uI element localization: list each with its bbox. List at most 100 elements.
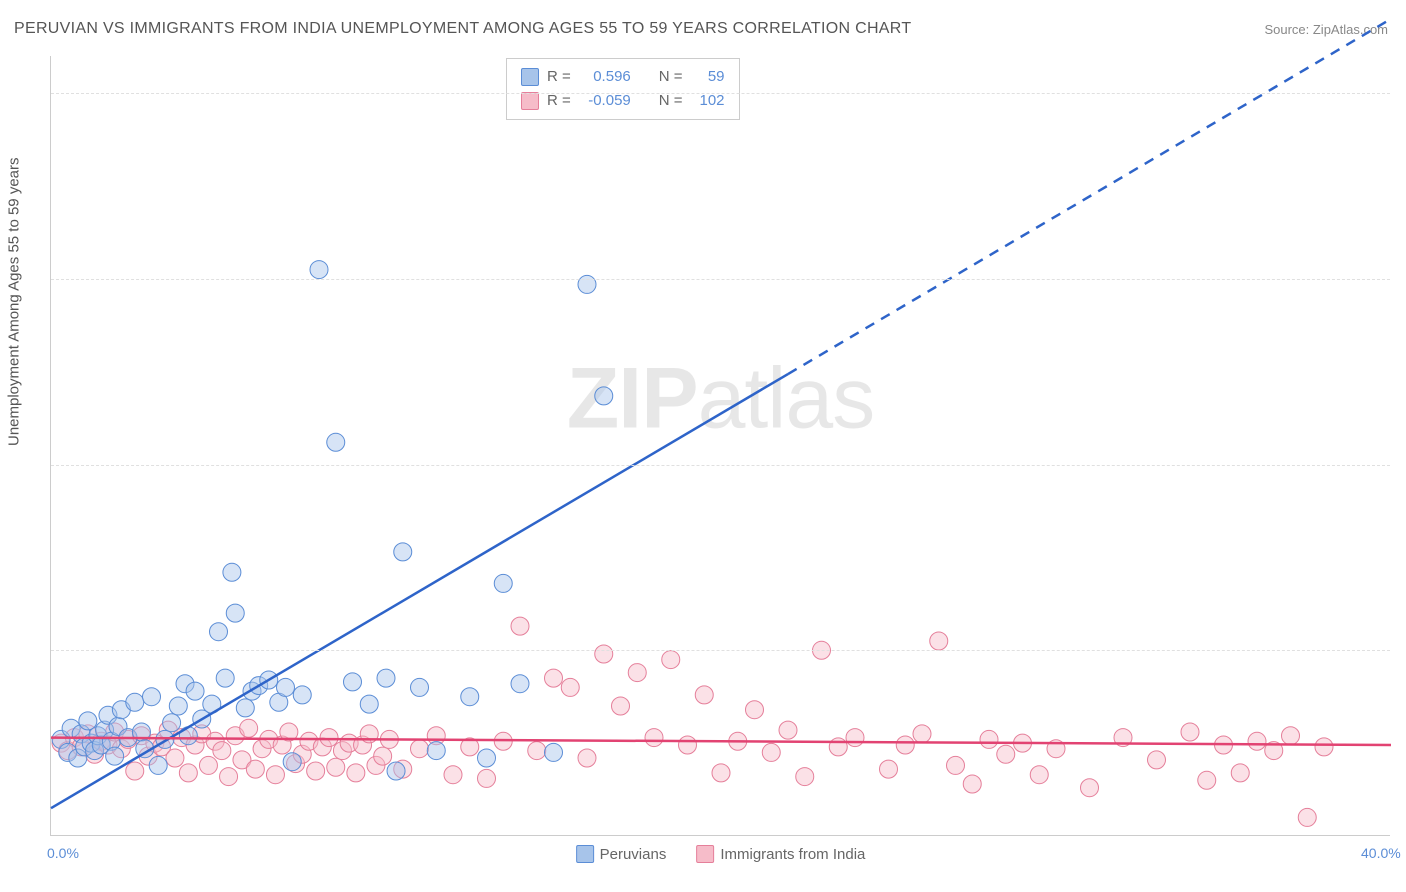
data-point [628,664,646,682]
data-point [374,747,392,765]
legend-r-label: R = [547,65,571,89]
data-point [829,738,847,756]
data-point [511,675,529,693]
chart-title: PERUVIAN VS IMMIGRANTS FROM INDIA UNEMPL… [14,20,911,38]
stats-legend-box: R =0.596N =59R =-0.059N =102 [506,58,740,120]
data-point [246,760,264,778]
data-point [997,745,1015,763]
legend-stats-row: R = 0.596 N = 59 [521,65,725,89]
data-point [327,433,345,451]
data-point [528,742,546,760]
data-point [1148,751,1166,769]
series-legend: Peruvians Immigrants from India [576,845,866,863]
plot-area: ZIPatlas R =0.596N =59R =-0.059N =102 Pe… [50,56,1390,836]
legend-series-name: Peruvians [600,846,667,863]
data-point [411,678,429,696]
data-point [394,543,412,561]
legend-n-label: N = [659,65,683,89]
data-point [1248,732,1266,750]
data-point [846,729,864,747]
data-point [199,756,217,774]
data-point [779,721,797,739]
data-point [461,688,479,706]
data-point [411,740,429,758]
data-point [1315,738,1333,756]
data-point [310,261,328,279]
data-point [578,749,596,767]
data-point [427,742,445,760]
data-point [344,673,362,691]
data-point [293,686,311,704]
data-point [612,697,630,715]
data-point [746,701,764,719]
data-point [595,387,613,405]
data-point [166,749,184,767]
data-point [1231,764,1249,782]
data-point [320,729,338,747]
legend-item: Peruvians [576,845,667,863]
y-axis-title: Unemployment Among Ages 55 to 59 years [6,157,23,446]
data-point [494,574,512,592]
data-point [126,762,144,780]
data-point [561,678,579,696]
data-point [896,736,914,754]
data-point [1282,727,1300,745]
data-point [1030,766,1048,784]
data-point [1198,771,1216,789]
legend-n-value: 59 [691,65,725,89]
data-point [163,714,181,732]
data-point [179,764,197,782]
data-point [387,762,405,780]
data-point [266,766,284,784]
legend-swatch [521,92,539,110]
data-point [149,756,167,774]
data-point [210,623,228,641]
data-point [347,764,365,782]
legend-item: Immigrants from India [696,845,865,863]
x-tick-label: 40.0% [1361,845,1401,861]
data-point [930,632,948,650]
data-point [478,749,496,767]
gridline [51,465,1390,466]
data-point [595,645,613,663]
data-point [511,617,529,635]
data-point [645,729,663,747]
gridline [51,279,1390,280]
data-point [236,699,254,717]
scatter-plot-svg [51,56,1390,835]
data-point [220,768,238,786]
legend-swatch [696,845,714,863]
data-point [143,688,161,706]
legend-r-value: 0.596 [579,65,631,89]
source-label: Source: ZipAtlas.com [1264,22,1388,37]
data-point [327,758,345,776]
data-point [662,651,680,669]
data-point [226,604,244,622]
y-tick-label: 30.0% [1395,271,1406,287]
legend-swatch [576,845,594,863]
data-point [307,762,325,780]
data-point [947,756,965,774]
data-point [213,742,231,760]
y-tick-label: 10.0% [1395,642,1406,658]
data-point [444,766,462,784]
data-point [712,764,730,782]
data-point [186,682,204,700]
regression-line-dashed [788,19,1391,374]
data-point [913,725,931,743]
data-point [695,686,713,704]
data-point [963,775,981,793]
gridline [51,650,1390,651]
gridline [51,93,1390,94]
data-point [545,669,563,687]
data-point [478,769,496,787]
data-point [545,743,563,761]
data-point [1081,779,1099,797]
data-point [980,730,998,748]
data-point [179,727,197,745]
data-point [240,719,258,737]
y-tick-label: 20.0% [1395,457,1406,473]
legend-series-name: Immigrants from India [720,846,865,863]
data-point [106,747,124,765]
data-point [283,753,301,771]
